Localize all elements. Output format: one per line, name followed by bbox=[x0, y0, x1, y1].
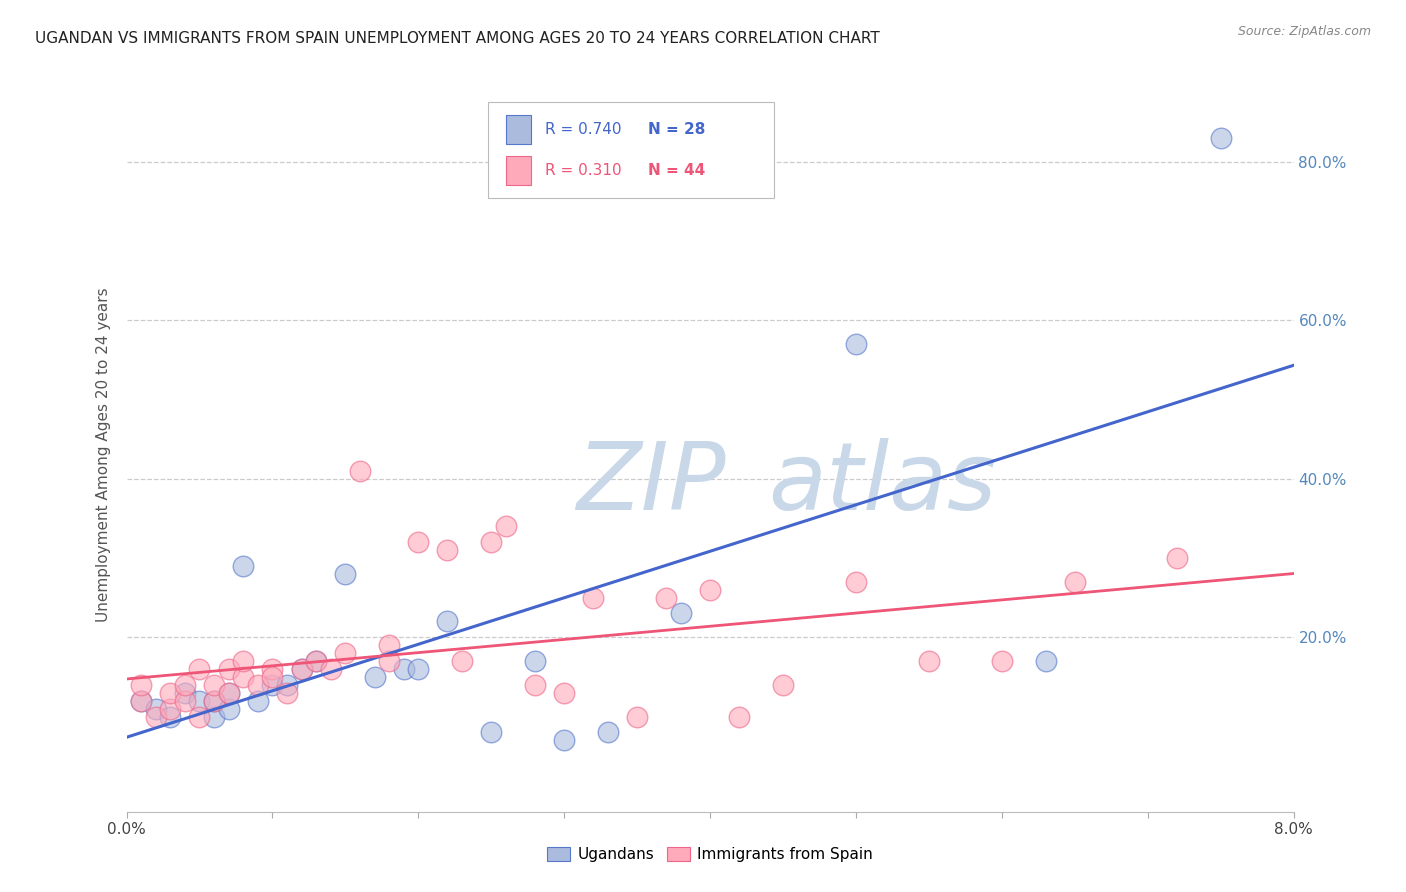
Point bbox=[188, 694, 211, 708]
Point bbox=[1063, 574, 1085, 589]
Point bbox=[262, 670, 284, 684]
Point bbox=[553, 686, 575, 700]
Bar bbox=[506, 115, 531, 144]
Point bbox=[159, 709, 181, 723]
Point bbox=[408, 662, 430, 676]
Point bbox=[523, 654, 546, 668]
Point bbox=[918, 654, 941, 668]
Point bbox=[523, 678, 546, 692]
Y-axis label: Unemployment Among Ages 20 to 24 years: Unemployment Among Ages 20 to 24 years bbox=[96, 287, 111, 623]
Point bbox=[290, 662, 312, 676]
Point bbox=[202, 709, 225, 723]
FancyBboxPatch shape bbox=[488, 102, 775, 198]
Point bbox=[232, 654, 254, 668]
Point bbox=[1209, 130, 1232, 145]
Point bbox=[174, 694, 197, 708]
Point bbox=[772, 678, 794, 692]
Point bbox=[990, 654, 1012, 668]
Text: Source: ZipAtlas.com: Source: ZipAtlas.com bbox=[1237, 25, 1371, 38]
Point bbox=[349, 464, 371, 478]
Point bbox=[363, 670, 385, 684]
Point bbox=[218, 686, 240, 700]
Point bbox=[335, 566, 357, 581]
Bar bbox=[506, 156, 531, 185]
Point bbox=[699, 582, 721, 597]
Point bbox=[655, 591, 678, 605]
Text: N = 44: N = 44 bbox=[648, 163, 706, 178]
Point bbox=[436, 615, 458, 629]
Point bbox=[290, 662, 312, 676]
Legend: Ugandans, Immigrants from Spain: Ugandans, Immigrants from Spain bbox=[541, 840, 879, 868]
Point bbox=[218, 701, 240, 715]
Point bbox=[392, 662, 415, 676]
Point bbox=[495, 519, 517, 533]
Point bbox=[188, 662, 211, 676]
Point bbox=[582, 591, 605, 605]
Point bbox=[129, 678, 152, 692]
Point bbox=[129, 694, 152, 708]
Point bbox=[218, 686, 240, 700]
Point bbox=[174, 678, 197, 692]
Point bbox=[218, 662, 240, 676]
Point bbox=[408, 535, 430, 549]
Point bbox=[276, 686, 298, 700]
Point bbox=[669, 607, 692, 621]
Point bbox=[845, 574, 868, 589]
Point bbox=[728, 709, 751, 723]
Point bbox=[596, 725, 619, 739]
Text: R = 0.740: R = 0.740 bbox=[546, 122, 621, 136]
Point bbox=[1035, 654, 1057, 668]
Text: N = 28: N = 28 bbox=[648, 122, 706, 136]
Text: atlas: atlas bbox=[768, 438, 997, 529]
Point bbox=[378, 654, 401, 668]
Point bbox=[553, 733, 575, 747]
Point bbox=[479, 535, 502, 549]
Point bbox=[335, 646, 357, 660]
Point bbox=[262, 662, 284, 676]
Point bbox=[202, 694, 225, 708]
Point bbox=[232, 670, 254, 684]
Point bbox=[145, 701, 167, 715]
Point bbox=[479, 725, 502, 739]
Point bbox=[451, 654, 474, 668]
Point bbox=[246, 678, 269, 692]
Point bbox=[305, 654, 328, 668]
Point bbox=[845, 337, 868, 351]
Text: R = 0.310: R = 0.310 bbox=[546, 163, 621, 178]
Point bbox=[626, 709, 648, 723]
Point bbox=[1166, 551, 1188, 566]
Point bbox=[378, 638, 401, 652]
Point bbox=[246, 694, 269, 708]
Point bbox=[262, 678, 284, 692]
Point bbox=[174, 686, 197, 700]
Point bbox=[319, 662, 342, 676]
Text: ZIP: ZIP bbox=[576, 438, 725, 529]
Point bbox=[145, 709, 167, 723]
Point bbox=[129, 694, 152, 708]
Point bbox=[436, 543, 458, 558]
Point bbox=[232, 558, 254, 573]
Point bbox=[159, 686, 181, 700]
Point bbox=[188, 709, 211, 723]
Point bbox=[202, 694, 225, 708]
Text: UGANDAN VS IMMIGRANTS FROM SPAIN UNEMPLOYMENT AMONG AGES 20 TO 24 YEARS CORRELAT: UGANDAN VS IMMIGRANTS FROM SPAIN UNEMPLO… bbox=[35, 31, 880, 46]
Point bbox=[276, 678, 298, 692]
Point bbox=[159, 701, 181, 715]
Point bbox=[305, 654, 328, 668]
Point bbox=[202, 678, 225, 692]
